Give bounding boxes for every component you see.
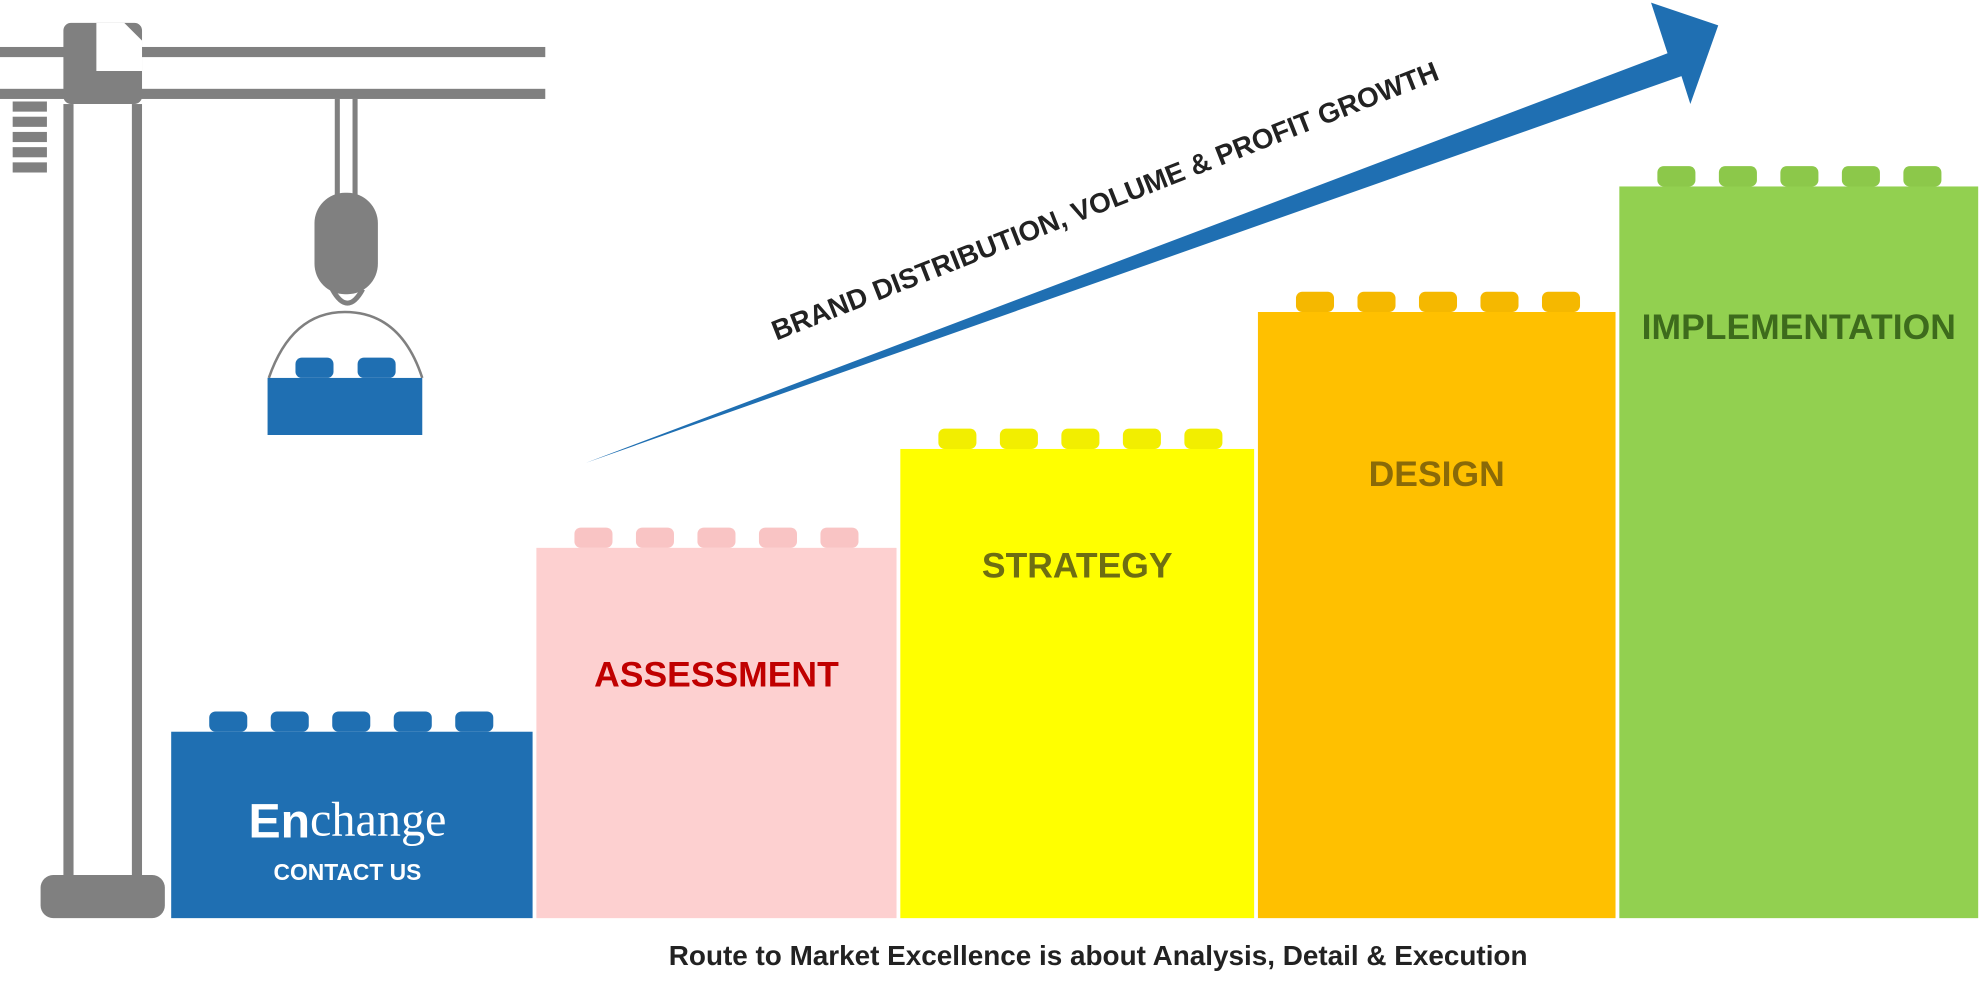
stud: [357, 357, 396, 378]
stud: [1357, 291, 1396, 312]
stud: [574, 527, 613, 548]
logo: Enchange: [248, 793, 446, 848]
stud: [1718, 166, 1757, 187]
stud: [1184, 428, 1223, 449]
stud: [1122, 428, 1161, 449]
stud: [1480, 291, 1519, 312]
stud: [1657, 166, 1696, 187]
stud: [455, 711, 494, 732]
arrow-label: BRAND DISTRIBUTION, VOLUME & PROFIT GROW…: [767, 56, 1443, 346]
stud: [938, 428, 977, 449]
stud: [393, 711, 432, 732]
hanging-block: [267, 377, 423, 435]
step-label: ASSESSMENT: [594, 655, 839, 695]
stud: [1841, 166, 1880, 187]
stud: [332, 711, 371, 732]
block: [536, 547, 897, 919]
stud: [209, 711, 248, 732]
stud: [270, 711, 309, 732]
step-label: DESIGN: [1369, 454, 1505, 494]
stud: [295, 357, 334, 378]
logo-bold: En: [248, 794, 310, 848]
stud: [1541, 291, 1581, 312]
stud: [758, 527, 797, 548]
block: [900, 448, 1255, 919]
stud: [999, 428, 1038, 449]
stud: [635, 527, 674, 548]
step-label: IMPLEMENTATION: [1642, 307, 1956, 347]
stud: [1903, 166, 1942, 187]
stud: [1418, 291, 1458, 312]
stud: [820, 527, 859, 548]
block: [171, 731, 533, 919]
crane: [0, 22, 546, 919]
stud: [697, 527, 736, 548]
block: [1257, 311, 1616, 919]
logo-rest: change: [310, 793, 446, 846]
stud: [1295, 291, 1335, 312]
caption: Route to Market Excellence is about Anal…: [669, 940, 1528, 971]
stud: [1061, 428, 1100, 449]
block: [1619, 186, 1979, 919]
step-label: STRATEGY: [982, 546, 1173, 586]
contact-link[interactable]: CONTACT US: [274, 859, 422, 885]
stud: [1780, 166, 1819, 187]
